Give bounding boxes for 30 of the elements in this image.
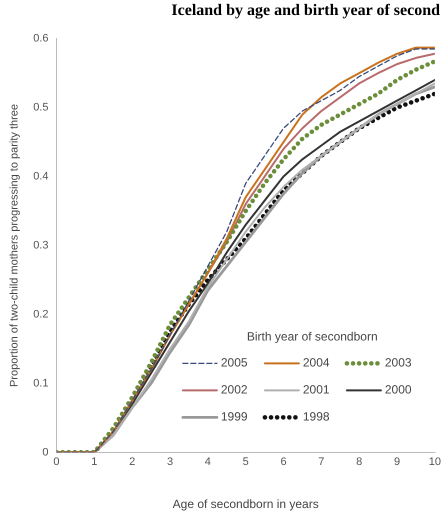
y-tick-label: 0.6 [33, 32, 48, 45]
y-tick-label: 0.4 [33, 170, 48, 183]
y-tick-label: 0.5 [33, 102, 48, 114]
x-tick-label: 5 [242, 456, 249, 468]
y-tick-label: 0.3 [33, 240, 48, 252]
legend-label: 2005 [220, 356, 248, 370]
legend-label: 2004 [302, 356, 330, 370]
chart-title: Iceland by age and birth year of second [170, 1, 441, 21]
x-tick-label: 9 [394, 456, 400, 468]
legend-label: 2000 [384, 382, 412, 397]
x-tick-label: 10 [428, 456, 442, 468]
legend-label: 1999 [220, 410, 248, 424]
x-tick-label: 4 [204, 456, 211, 468]
x-tick-label: 2 [129, 456, 136, 468]
x-tick-label: 8 [356, 456, 362, 468]
x-tick-label: 1 [91, 456, 98, 468]
x-axis-title: Age of secondborn in years [172, 497, 319, 512]
y-tick-label: 0.2 [33, 308, 48, 320]
x-tick-label: 7 [318, 456, 324, 468]
legend-label: 1998 [302, 410, 330, 424]
legend-title: Birth year of secondborn [246, 330, 378, 344]
x-tick-label: 0 [53, 456, 60, 468]
x-tick-label: 3 [166, 456, 174, 468]
legend-label: 2001 [302, 382, 330, 397]
y-tick-label: 0 [42, 446, 48, 458]
legend-label: 2003 [384, 356, 412, 370]
x-tick-label: 6 [280, 456, 287, 468]
y-tick-label: 0.1 [33, 377, 48, 390]
legend-label: 2002 [220, 382, 248, 397]
y-axis-title: Proportion of two-child mothers progressing to parity three [8, 104, 21, 388]
